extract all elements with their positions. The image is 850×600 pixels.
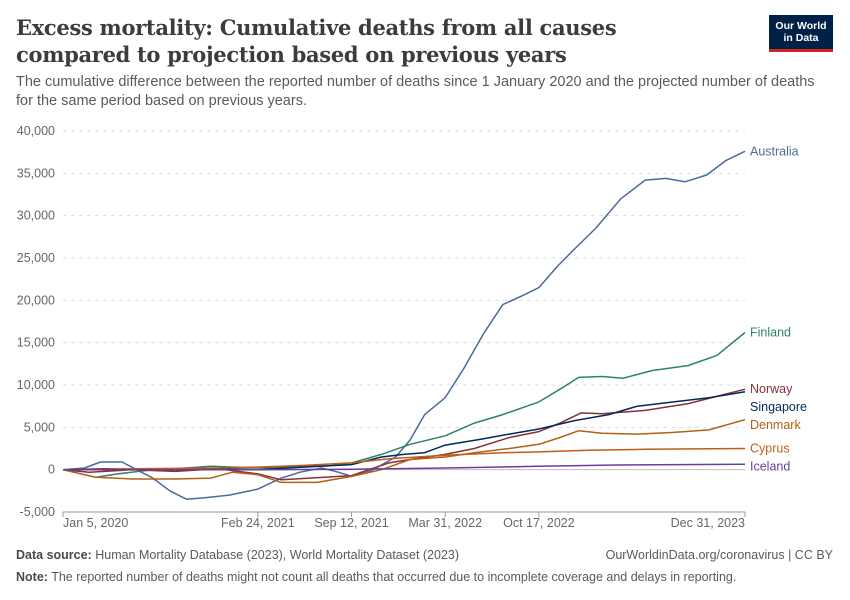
- chart-note: Note: The reported number of deaths migh…: [16, 570, 833, 584]
- x-tick-label: Jan 5, 2020: [63, 516, 128, 530]
- y-tick-label: 10,000: [17, 378, 55, 392]
- y-tick-label: 40,000: [17, 124, 55, 138]
- y-tick-label: 15,000: [17, 336, 55, 350]
- owid-logo[interactable]: Our World in Data: [769, 15, 833, 52]
- data-source-label: Data source:: [16, 548, 92, 562]
- series-label-denmark[interactable]: Denmark: [750, 418, 801, 432]
- note-text: The reported number of deaths might not …: [51, 570, 737, 584]
- y-tick-label: 20,000: [17, 293, 55, 307]
- series-line-australia[interactable]: [62, 150, 746, 501]
- data-source: Data source: Human Mortality Database (2…: [16, 548, 833, 562]
- series-line-cyprus[interactable]: [62, 447, 746, 471]
- series-label-cyprus[interactable]: Cyprus: [750, 442, 790, 456]
- y-tick-label: 30,000: [17, 209, 55, 223]
- logo-line-2: in Data: [783, 32, 819, 44]
- note-label: Note:: [16, 570, 48, 584]
- chart-title: Excess mortality: Cumulative deaths from…: [16, 15, 617, 67]
- x-tick-label: Feb 24, 2021: [221, 516, 295, 530]
- series-label-norway[interactable]: Norway: [750, 382, 793, 396]
- y-tick-label: 5,000: [24, 420, 55, 434]
- y-tick-label: 0: [48, 463, 55, 477]
- y-tick-label: 25,000: [17, 251, 55, 265]
- x-tick-label: Dec 31, 2023: [671, 516, 745, 530]
- logo-line-1: Our World: [775, 20, 827, 32]
- line-chart[interactable]: -5,000 0 5,000 10,000 15,000 20,000 25,000 30,0…: [0, 118, 850, 538]
- chart-subtitle: The cumulative difference between the re…: [16, 74, 815, 109]
- data-source-text[interactable]: Human Mortality Database (2023), World M…: [95, 548, 460, 562]
- series-label-australia[interactable]: Australia: [750, 144, 799, 158]
- x-tick-label: Oct 17, 2022: [503, 516, 575, 530]
- x-tick-label: Mar 31, 2022: [408, 516, 482, 530]
- series-line-denmark[interactable]: [62, 418, 746, 484]
- series-label-iceland[interactable]: Iceland: [750, 460, 790, 474]
- credit-link[interactable]: OurWorldinData.org/coronavirus | CC BY: [605, 548, 833, 562]
- series-line-iceland[interactable]: [63, 463, 746, 471]
- series-label-finland[interactable]: Finland: [750, 326, 791, 340]
- y-tick-label: 35,000: [17, 166, 55, 180]
- series-label-singapore[interactable]: Singapore: [750, 400, 807, 414]
- x-tick-label: Sep 12, 2021: [314, 516, 388, 530]
- y-tick-label: -5,000: [20, 505, 55, 519]
